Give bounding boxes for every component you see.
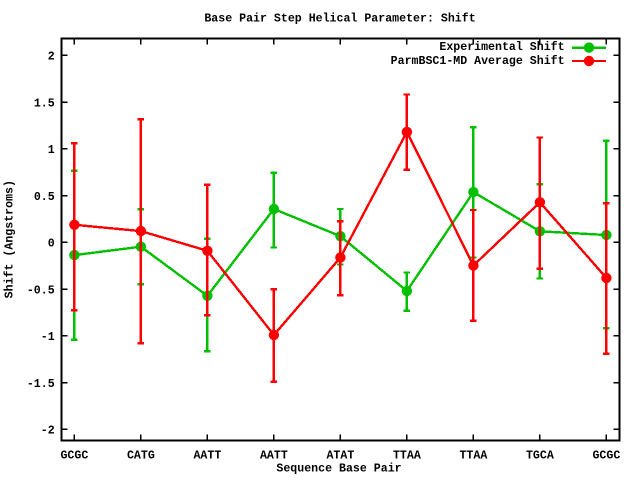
svg-text:GCGC: GCGC xyxy=(60,450,88,463)
svg-text:Sequence Base Pair: Sequence Base Pair xyxy=(276,463,401,476)
svg-text:0: 0 xyxy=(48,238,55,251)
svg-text:Experimental Shift: Experimental Shift xyxy=(439,41,564,54)
svg-text:ParmBSC1-MD Average Shift: ParmBSC1-MD Average Shift xyxy=(391,55,565,68)
svg-text:TTAA: TTAA xyxy=(459,450,487,463)
svg-text:Base Pair Step Helical Paramet: Base Pair Step Helical Parameter: Shift xyxy=(204,12,475,25)
svg-text:AATT: AATT xyxy=(260,450,288,463)
svg-text:TGCA: TGCA xyxy=(526,450,554,463)
svg-text:-2: -2 xyxy=(41,425,55,438)
svg-text:1.5: 1.5 xyxy=(34,97,55,110)
svg-text:-0.5: -0.5 xyxy=(27,284,55,297)
svg-text:-1: -1 xyxy=(41,331,55,344)
svg-text:0.5: 0.5 xyxy=(34,191,55,204)
svg-text:1: 1 xyxy=(48,144,55,157)
svg-text:GCGC: GCGC xyxy=(592,450,620,463)
svg-text:2: 2 xyxy=(48,51,55,64)
svg-text:Shift (Angstroms): Shift (Angstroms) xyxy=(4,180,17,298)
svg-text:CATG: CATG xyxy=(127,450,155,463)
svg-text:ATAT: ATAT xyxy=(326,450,354,463)
svg-text:TTAA: TTAA xyxy=(393,450,421,463)
svg-text:-1.5: -1.5 xyxy=(27,378,55,391)
svg-text:AATT: AATT xyxy=(193,450,221,463)
